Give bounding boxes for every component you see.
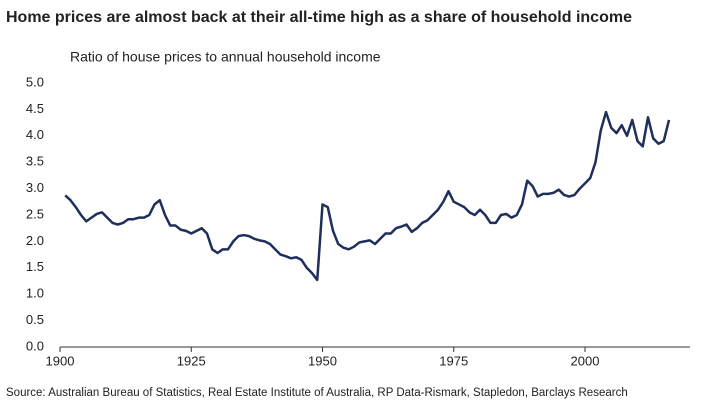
y-tick-label: 3.5	[26, 154, 44, 169]
x-tick-label: 1975	[439, 353, 468, 368]
y-axis-label: Ratio of house prices to annual househol…	[70, 49, 381, 65]
source-note: Source: Australian Bureau of Statistics,…	[6, 387, 628, 399]
x-tick-label: 1950	[308, 353, 337, 368]
x-tick-label: 1900	[46, 353, 75, 368]
line-series	[64, 110, 671, 282]
x-tick-label: 1925	[177, 353, 206, 368]
y-tick-label: 2.5	[26, 206, 44, 221]
y-tick-label: 0.0	[26, 338, 44, 353]
chart-title: Home prices are almost back at their all…	[6, 9, 632, 26]
y-tick-label: 4.5	[26, 101, 44, 116]
y-tick-label: 1.0	[26, 286, 44, 301]
y-tick-label: 0.5	[26, 312, 44, 327]
y-tick-label: 5.0	[26, 74, 44, 89]
y-tick-label: 4.0	[26, 127, 44, 142]
y-tick-label: 2.0	[26, 233, 44, 248]
y-tick-label: 1.5	[26, 259, 44, 274]
y-tick-label: 3.0	[26, 180, 44, 195]
x-tick-label: 2000	[571, 353, 600, 368]
